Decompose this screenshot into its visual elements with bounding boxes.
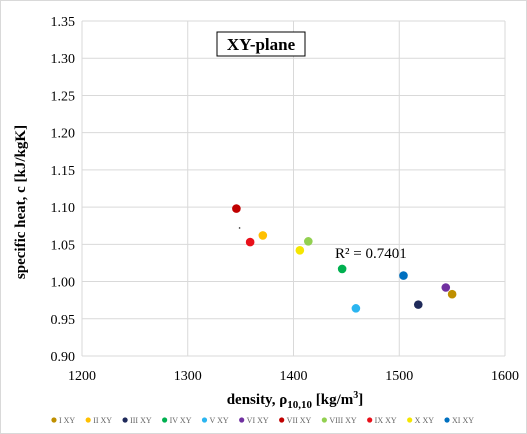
point-ii-xy (258, 231, 268, 240)
legend-marker (407, 417, 413, 423)
legend-marker (85, 417, 91, 423)
point-v-xy (351, 304, 361, 313)
y-tick-label: 0.95 (51, 313, 76, 328)
x-axis-title-end: ] (358, 392, 363, 408)
legend-label: II XY (93, 416, 112, 425)
x-axis-title-main: density, ρ (227, 392, 288, 408)
y-tick-label: 1.10 (51, 201, 76, 216)
y-tick-label: 1.30 (51, 52, 76, 67)
y-axis-title: specific heat, c [kJ/kgK] (13, 125, 29, 279)
legend-label: XI XY (452, 416, 474, 425)
legend-marker (367, 417, 373, 423)
point-vii-xy (232, 204, 241, 213)
legend-label: IX XY (375, 416, 397, 425)
legend-label: I XY (59, 416, 75, 425)
x-axis-title-sup: 3 (353, 390, 358, 401)
legend: I XY II XY III XY IV XY V XY VI XY VII XY VIII … (51, 416, 474, 425)
legend-label: VII XY (287, 416, 312, 425)
r-squared-annotation: R² = 0.7401 (335, 246, 407, 262)
y-tick-labels: 0.90 0.95 1.00 1.05 1.10 1.15 1.20 1.25 1.30 1.35 (51, 15, 76, 365)
x-axis-title: density, ρ10,10 [kg/m3] (227, 390, 364, 411)
x-tick-label: 1200 (68, 369, 96, 384)
legend-label: IV XY (170, 416, 192, 425)
y-tick-label: 1.25 (51, 89, 76, 104)
legend-marker (122, 417, 128, 423)
y-tick-label: 1.05 (51, 238, 76, 253)
x-tick-label: 1300 (174, 369, 202, 384)
legend-label: VIII XY (329, 416, 357, 425)
x-tick-label: 1600 (491, 369, 519, 384)
legend-label: III XY (130, 416, 152, 425)
point-iii-xy (413, 300, 423, 309)
y-tick-label: 0.90 (51, 350, 76, 365)
point-x-xy (295, 245, 305, 255)
x-tick-labels: 1200 1300 1400 1500 1600 (68, 369, 519, 384)
point-xi-xy (399, 271, 408, 280)
stray-mark (238, 227, 241, 229)
legend-label: VI XY (247, 416, 269, 425)
point-ix-xy (245, 237, 255, 247)
x-axis-title-unit: [kg/m (312, 392, 354, 408)
x-tick-label: 1400 (280, 369, 308, 384)
legend-marker (321, 417, 327, 423)
legend-marker (51, 417, 57, 423)
x-axis-title-sub: 10,10 (287, 399, 312, 411)
chart-title-box: XY-plane (216, 31, 306, 57)
y-tick-label: 1.20 (51, 127, 76, 142)
legend-label: V XY (209, 416, 228, 425)
gridlines (81, 20, 506, 357)
x-tick-label: 1500 (385, 369, 413, 384)
chart-title: XY-plane (227, 35, 296, 54)
point-iv-xy (337, 264, 347, 274)
data-points (232, 204, 457, 313)
legend-marker (162, 417, 168, 423)
point-i-xy (447, 289, 457, 299)
legend-marker (201, 417, 208, 423)
y-tick-label: 1.15 (51, 164, 76, 179)
legend-marker (239, 417, 245, 423)
legend-marker (444, 417, 450, 423)
legend-label: X XY (415, 416, 435, 425)
legend-marker (279, 417, 285, 423)
y-tick-label: 1.35 (51, 15, 76, 30)
point-viii-xy (304, 237, 313, 246)
point-vi-xy (441, 283, 451, 292)
y-tick-label: 1.00 (51, 276, 76, 291)
